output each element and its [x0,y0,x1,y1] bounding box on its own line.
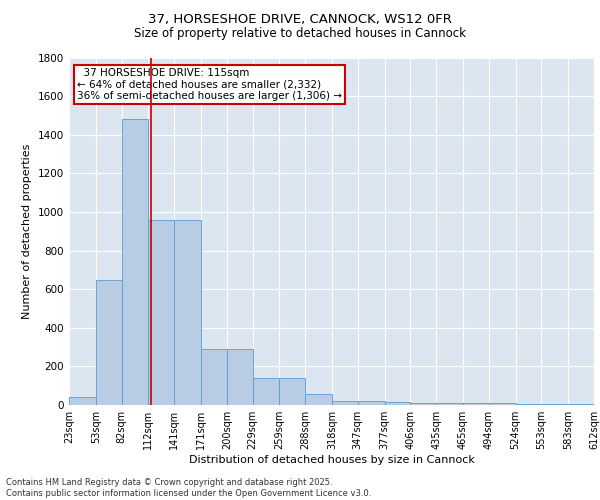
Y-axis label: Number of detached properties: Number of detached properties [22,144,32,319]
Text: 37, HORSESHOE DRIVE, CANNOCK, WS12 0FR: 37, HORSESHOE DRIVE, CANNOCK, WS12 0FR [148,12,452,26]
Bar [515,404,541,405]
Bar [489,403,515,405]
Text: Contains HM Land Registry data © Crown copyright and database right 2025.
Contai: Contains HM Land Registry data © Crown c… [6,478,371,498]
Bar [227,349,253,405]
Bar [541,404,568,405]
Bar [568,404,594,405]
Bar [410,403,436,405]
Bar [69,398,96,405]
Bar [358,401,385,405]
Bar [280,378,305,405]
Bar [148,220,174,405]
Bar [174,220,201,405]
Bar [436,403,463,405]
Bar [594,404,600,405]
Bar [463,403,489,405]
X-axis label: Distribution of detached houses by size in Cannock: Distribution of detached houses by size … [188,455,475,465]
Bar [122,120,148,405]
Bar [96,280,122,405]
Bar [201,349,227,405]
Bar [253,378,280,405]
Text: 37 HORSESHOE DRIVE: 115sqm
← 64% of detached houses are smaller (2,332)
36% of s: 37 HORSESHOE DRIVE: 115sqm ← 64% of deta… [77,68,342,101]
Bar [332,401,358,405]
Bar [385,402,410,405]
Text: Size of property relative to detached houses in Cannock: Size of property relative to detached ho… [134,28,466,40]
Bar [305,394,332,405]
